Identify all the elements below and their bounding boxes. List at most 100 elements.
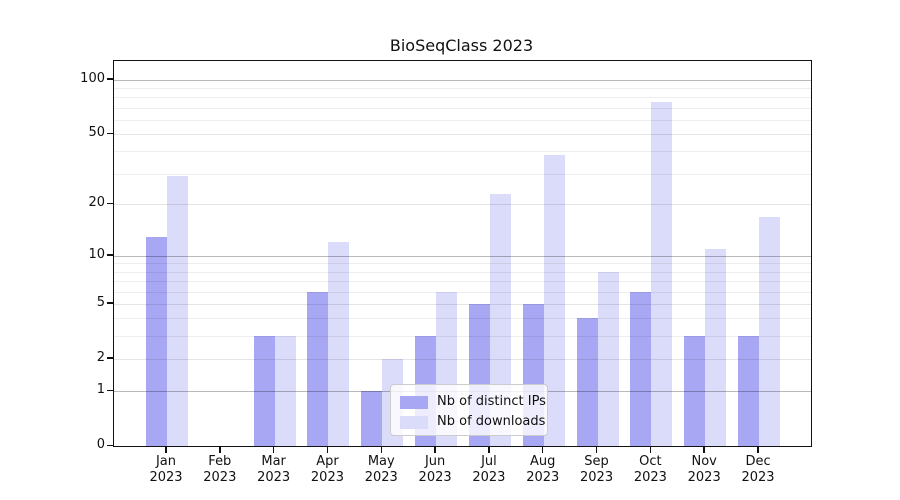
x-tick-year: 2023 xyxy=(472,470,506,485)
bar-distinct-ips-sep xyxy=(576,318,598,446)
bar-downloads-mar xyxy=(274,336,296,446)
x-tick-month: Apr xyxy=(316,454,339,469)
legend-item-distinct-ips: Nb of distinct IPs xyxy=(400,392,546,412)
x-tick-mark-oct xyxy=(649,446,652,453)
x-tick-mark-jul xyxy=(488,446,490,453)
grid-line-10 xyxy=(114,255,811,257)
bar-distinct-ips-may xyxy=(361,391,383,446)
grid-line-70 xyxy=(114,107,811,109)
x-tick-mark-feb xyxy=(219,446,221,453)
legend-swatch-distinct-ips xyxy=(400,395,428,409)
y-tick-mark-5 xyxy=(107,302,113,304)
grid-line-4 xyxy=(114,318,811,320)
x-tick-mark-sep xyxy=(595,446,598,453)
x-tick-month: Oct xyxy=(639,454,662,469)
x-tick-label-sep: Sep 2023 xyxy=(567,454,627,486)
legend-item-downloads: Nb of downloads xyxy=(400,412,545,432)
grid-line-80 xyxy=(114,97,811,99)
x-tick-mark-apr xyxy=(326,446,329,453)
x-tick-year: 2023 xyxy=(580,470,614,485)
grid-line-50 xyxy=(114,134,811,136)
bar-downloads-jan xyxy=(167,176,188,446)
bar-downloads-oct xyxy=(651,102,673,446)
x-tick-month: Mar xyxy=(261,454,286,469)
grid-line-30 xyxy=(114,173,811,175)
x-tick-month: Dec xyxy=(745,454,771,469)
y-tick-label-1: 1 xyxy=(96,382,105,397)
y-tick-label-50: 50 xyxy=(88,125,105,141)
x-tick-month: Nov xyxy=(691,454,717,469)
x-tick-month: Jun xyxy=(424,454,446,469)
x-tick-mark-may xyxy=(380,446,383,453)
x-tick-mark-nov xyxy=(703,446,705,453)
grid-line-7 xyxy=(114,281,811,282)
grid-line-8 xyxy=(114,271,811,273)
x-tick-mark-aug xyxy=(541,446,544,453)
x-tick-label-feb: Feb 2023 xyxy=(190,454,250,486)
x-tick-month: Jul xyxy=(481,454,497,469)
x-tick-label-apr: Apr 2023 xyxy=(297,454,357,486)
y-tick-mark-50 xyxy=(107,132,113,135)
legend-label-distinct-ips: Nb of distinct IPs xyxy=(437,394,546,409)
legend: Nb of distinct IPs Nb of downloads xyxy=(390,384,548,436)
legend-swatch-downloads xyxy=(400,415,428,429)
bar-distinct-ips-mar xyxy=(253,336,275,446)
bar-downloads-sep xyxy=(597,271,619,446)
x-tick-month: May xyxy=(367,454,395,469)
grid-line-20 xyxy=(114,204,811,206)
x-tick-year: 2023 xyxy=(741,470,775,485)
x-tick-label-dec: Dec 2023 xyxy=(728,454,788,486)
x-tick-year: 2023 xyxy=(257,470,291,485)
y-tick-label-5: 5 xyxy=(96,294,105,310)
x-tick-year: 2023 xyxy=(310,470,344,485)
bar-downloads-apr xyxy=(328,242,350,446)
y-tick-mark-2 xyxy=(107,357,113,359)
x-tick-month: Aug xyxy=(530,454,556,469)
x-tick-label-aug: Aug 2023 xyxy=(513,454,573,486)
y-tick-mark-20 xyxy=(107,202,113,205)
x-tick-mark-mar xyxy=(272,446,275,453)
x-tick-label-jul: Jul 2023 xyxy=(459,454,519,486)
x-tick-year: 2023 xyxy=(687,470,721,485)
x-tick-label-jun: Jun 2023 xyxy=(405,454,465,486)
x-tick-year: 2023 xyxy=(418,470,452,485)
y-tick-mark-100 xyxy=(107,78,113,80)
x-tick-month: Sep xyxy=(584,454,609,469)
y-tick-label-2: 2 xyxy=(96,349,105,365)
x-tick-year: 2023 xyxy=(633,470,667,485)
bar-distinct-ips-nov xyxy=(684,336,706,446)
grid-line-6 xyxy=(114,291,811,293)
x-tick-month: Jan xyxy=(155,454,177,469)
y-tick-label-100: 100 xyxy=(80,70,105,86)
x-tick-label-may: May 2023 xyxy=(351,454,411,486)
x-tick-year: 2023 xyxy=(364,470,398,485)
x-tick-mark-jan xyxy=(165,446,167,453)
x-tick-year: 2023 xyxy=(149,470,183,485)
y-tick-mark-1 xyxy=(107,389,113,391)
bar-distinct-ips-apr xyxy=(307,291,329,446)
y-tick-label-10: 10 xyxy=(88,246,105,262)
bar-distinct-ips-jan xyxy=(146,236,167,446)
bar-downloads-nov xyxy=(705,248,727,446)
x-tick-month: Feb xyxy=(208,454,232,469)
bar-distinct-ips-oct xyxy=(630,291,652,446)
x-tick-mark-jun xyxy=(434,446,436,453)
bar-downloads-jul xyxy=(489,193,511,446)
y-tick-label-20: 20 xyxy=(88,195,105,211)
grid-line-5 xyxy=(114,303,811,305)
x-tick-label-oct: Oct 2023 xyxy=(620,454,680,486)
grid-line-90 xyxy=(114,88,811,90)
x-tick-year: 2023 xyxy=(203,470,237,485)
legend-label-downloads: Nb of downloads xyxy=(437,414,546,429)
y-tick-mark-0 xyxy=(107,444,113,446)
bar-distinct-ips-dec xyxy=(738,336,760,446)
x-tick-year: 2023 xyxy=(526,470,560,485)
bar-downloads-aug xyxy=(543,155,565,446)
x-tick-mark-dec xyxy=(757,446,759,453)
bar-downloads-dec xyxy=(759,216,781,446)
grid-line-40 xyxy=(114,151,811,153)
x-tick-label-jan: Jan 2023 xyxy=(136,454,196,486)
chart-title: BioSeqClass 2023 xyxy=(389,36,534,55)
y-tick-label-0: 0 xyxy=(96,437,105,452)
